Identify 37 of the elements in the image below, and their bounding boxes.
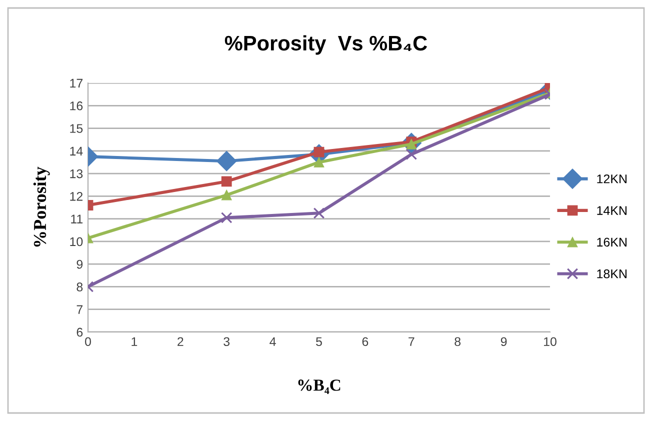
point (221, 176, 232, 187)
point (313, 207, 325, 219)
legend-label: 12KN (597, 174, 626, 184)
y-tick-label: 10 (70, 237, 83, 246)
point (406, 148, 418, 160)
y-axis-title: %Porosity (33, 166, 50, 247)
y-tick-label: 8 (76, 282, 83, 292)
point (220, 212, 232, 224)
chart-title: %Porosity Vs %B₄C (224, 35, 428, 55)
x-tick-label: 7 (408, 337, 414, 346)
legend-label: 14KN (597, 206, 626, 215)
y-tick-label: 16 (70, 101, 83, 110)
x-tick-label: 3 (224, 337, 230, 346)
y-tick-label: 9 (76, 260, 83, 269)
x-axis-title: %B₄C (298, 380, 340, 394)
x-tick-label: 6 (362, 337, 368, 346)
y-tick-label: 6 (76, 328, 83, 337)
y-tick-label: 13 (70, 169, 83, 178)
point (221, 190, 232, 200)
point (216, 150, 237, 172)
x-tick-label: 9 (500, 337, 507, 346)
y-tick-label: 15 (70, 124, 83, 133)
y-tick-label: 12 (70, 192, 83, 201)
x-tick-label: 8 (454, 337, 461, 346)
y-tick-label: 17 (70, 78, 83, 88)
point (314, 157, 324, 168)
x-tick-label: 0 (85, 337, 91, 346)
x-tick-label: 10 (544, 337, 556, 346)
y-tick-label: 7 (76, 305, 83, 314)
legend-label: 18KN (597, 269, 626, 278)
y-tick-label: 11 (71, 214, 83, 224)
y-tick-label: 14 (70, 146, 83, 156)
legend-label: 16KN (597, 238, 626, 247)
x-tick-label: 4 (270, 337, 276, 346)
x-tick-label: 5 (316, 337, 322, 346)
x-tick-label: 1 (132, 337, 138, 346)
x-tick-label: 2 (178, 337, 184, 346)
